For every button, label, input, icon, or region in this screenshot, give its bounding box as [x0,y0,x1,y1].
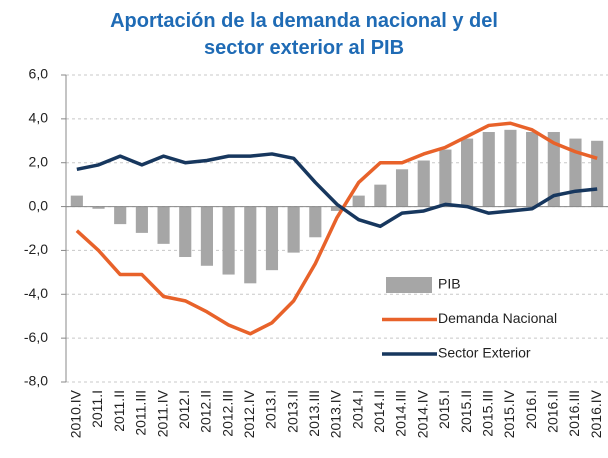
x-tick-label: 2014.III [393,390,409,437]
bar [92,206,105,209]
bar [135,206,148,233]
x-tick-label: 2015.III [479,390,495,437]
x-tick-label: 2011.III [133,390,149,436]
x-tick-label: 2016.II [545,390,561,433]
bar [200,206,213,266]
x-tick-label: 2010.IV [68,389,84,438]
legend-swatch [386,277,432,293]
y-tick-label: -6,0 [24,329,48,345]
bar [482,132,495,207]
legend-label: Sector Exterior [438,345,531,361]
bar [591,140,604,207]
bar [547,132,560,207]
x-tick-label: 2013.II [284,390,300,433]
x-tick-label: 2015.I [436,390,452,429]
x-tick-label: 2013.IV [328,389,344,438]
bar [526,132,539,207]
y-tick-label: -8,0 [24,373,48,389]
x-tick-label: 2014.IV [414,389,430,438]
x-tick-label: 2012.I [176,390,192,429]
y-tick-label: 2,0 [29,153,49,169]
y-tick-label: 6,0 [29,66,49,82]
bar [222,206,235,275]
x-tick-label: 2012.III [219,390,235,437]
line [75,121,598,336]
x-tick-label: 2015.IV [501,389,517,438]
x-tick-label: 2011.II [111,390,127,432]
bar [395,169,409,207]
legend-label: PIB [438,276,461,292]
bar [157,206,170,244]
x-tick-label: 2012.II [198,390,214,433]
chart-title: Aportación de la demanda nacional y del … [110,10,498,59]
bar [439,149,452,207]
x-tick-label: 2014.II [371,390,387,433]
x-tick-label: 2012.IV [241,389,257,438]
bar [417,160,430,207]
y-tick-label: -2,0 [24,241,48,257]
x-tick-label: 2016.IV [588,389,604,438]
x-tick-label: 2011.IV [154,389,170,437]
x-tick-label: 2013.III [306,390,322,437]
y-tick-label: 4,0 [29,110,49,126]
bar [70,195,83,207]
bar [309,206,322,238]
bar [179,206,192,258]
x-tick-label: 2016.III [566,390,582,437]
x-tick-label: 2013.I [263,390,279,429]
bar [504,129,517,207]
bar [352,195,365,207]
x-tick-label: 2015.II [458,390,474,433]
bar [114,206,127,225]
y-tick-label: 0,0 [29,197,49,213]
line [76,152,598,229]
x-tick-label: 2014.I [349,390,365,429]
legend-label: Demanda Nacional [438,310,557,326]
x-tick-label: 2011.I [89,390,105,428]
bar [287,206,300,253]
bar [461,138,474,207]
x-tick-label: 2016.I [523,390,539,429]
bar [244,206,257,284]
bar [265,206,279,271]
bar [330,206,344,211]
bar [374,184,387,207]
y-tick-label: -4,0 [24,285,48,301]
